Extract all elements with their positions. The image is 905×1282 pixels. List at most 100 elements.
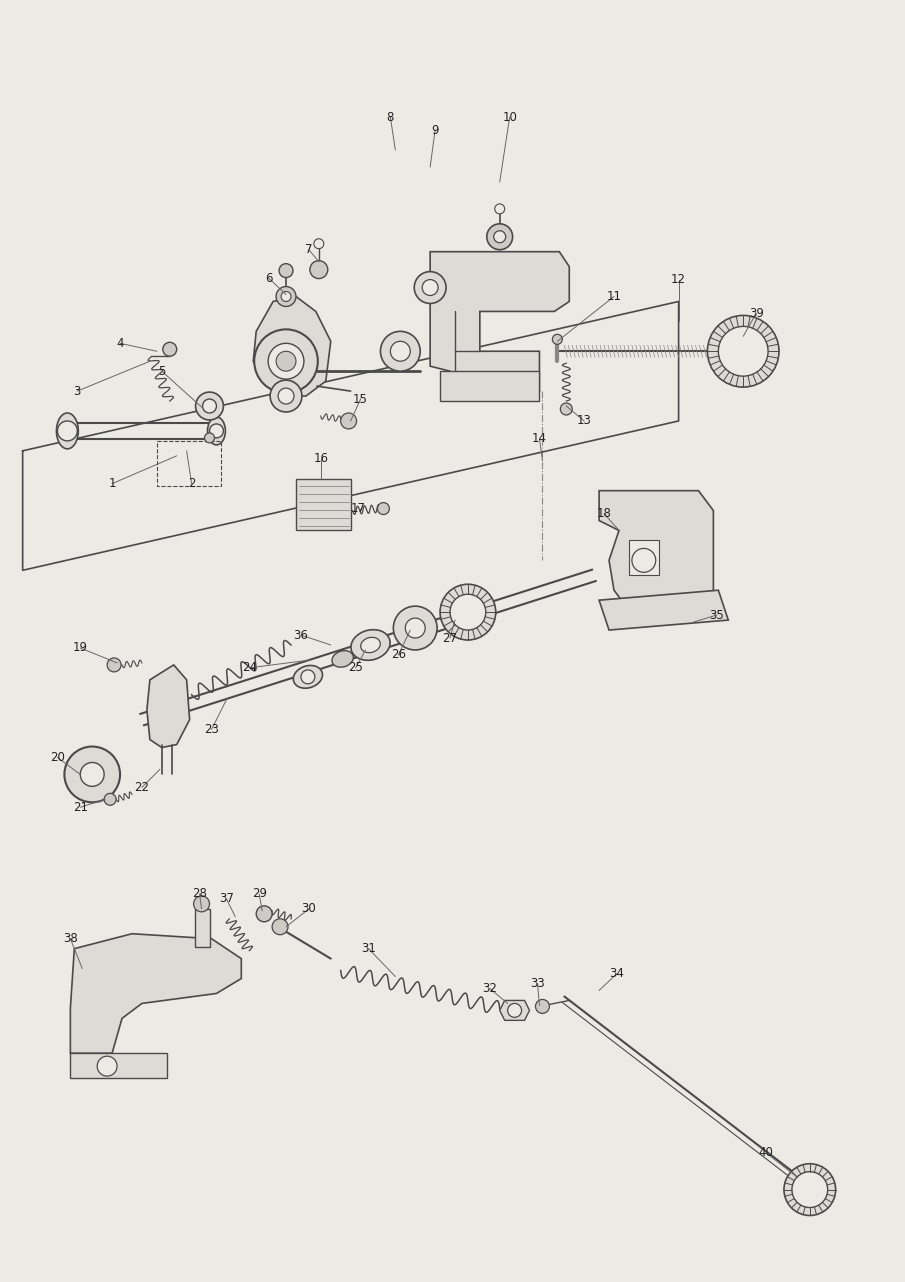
Circle shape xyxy=(394,606,437,650)
Circle shape xyxy=(450,594,486,629)
Text: 9: 9 xyxy=(432,124,439,137)
Ellipse shape xyxy=(361,637,380,653)
Circle shape xyxy=(377,503,389,514)
Text: 13: 13 xyxy=(576,414,592,427)
Polygon shape xyxy=(71,1054,167,1078)
Ellipse shape xyxy=(351,629,390,660)
Polygon shape xyxy=(430,251,569,391)
Text: 5: 5 xyxy=(158,364,166,378)
Circle shape xyxy=(64,746,120,803)
Circle shape xyxy=(792,1172,828,1208)
Polygon shape xyxy=(71,933,242,1054)
Polygon shape xyxy=(253,296,330,396)
Circle shape xyxy=(270,381,302,412)
Circle shape xyxy=(209,424,224,438)
Circle shape xyxy=(508,1004,521,1018)
Text: 16: 16 xyxy=(313,453,329,465)
Text: 21: 21 xyxy=(72,801,88,814)
Circle shape xyxy=(423,279,438,296)
Circle shape xyxy=(632,549,656,572)
Circle shape xyxy=(560,403,572,415)
Text: 34: 34 xyxy=(610,967,624,979)
Text: 28: 28 xyxy=(192,887,207,900)
Circle shape xyxy=(340,413,357,429)
Circle shape xyxy=(414,272,446,304)
Text: 30: 30 xyxy=(301,903,316,915)
Text: 27: 27 xyxy=(443,632,458,645)
Text: 36: 36 xyxy=(293,628,309,641)
Text: 19: 19 xyxy=(72,641,88,655)
Text: 40: 40 xyxy=(758,1146,774,1159)
Circle shape xyxy=(205,433,214,442)
Polygon shape xyxy=(629,541,659,576)
Circle shape xyxy=(380,331,420,372)
Text: 12: 12 xyxy=(672,273,686,286)
Circle shape xyxy=(281,291,291,301)
Circle shape xyxy=(440,585,496,640)
Text: 25: 25 xyxy=(348,662,363,674)
Text: 37: 37 xyxy=(219,892,233,905)
Text: 14: 14 xyxy=(532,432,547,445)
Text: 7: 7 xyxy=(305,244,312,256)
Circle shape xyxy=(256,906,272,922)
Circle shape xyxy=(104,794,116,805)
Text: 31: 31 xyxy=(361,942,376,955)
Circle shape xyxy=(487,224,512,250)
Text: 2: 2 xyxy=(188,477,195,490)
Text: 35: 35 xyxy=(709,609,724,622)
Circle shape xyxy=(107,658,121,672)
Text: 15: 15 xyxy=(353,392,368,405)
Text: 29: 29 xyxy=(252,887,267,900)
Ellipse shape xyxy=(293,665,322,688)
Text: 38: 38 xyxy=(63,932,78,945)
Text: 17: 17 xyxy=(351,503,367,515)
Ellipse shape xyxy=(332,651,353,667)
Polygon shape xyxy=(147,665,190,747)
Circle shape xyxy=(279,264,293,278)
Text: 22: 22 xyxy=(135,781,149,794)
Circle shape xyxy=(272,919,288,935)
Circle shape xyxy=(254,329,318,394)
Circle shape xyxy=(276,287,296,306)
Circle shape xyxy=(97,1056,117,1076)
Circle shape xyxy=(81,763,104,786)
Text: 10: 10 xyxy=(502,110,517,124)
Circle shape xyxy=(203,399,216,413)
Text: 3: 3 xyxy=(73,385,81,397)
Circle shape xyxy=(310,260,328,278)
Text: 26: 26 xyxy=(391,649,405,662)
Circle shape xyxy=(57,420,77,441)
Text: 8: 8 xyxy=(386,110,394,124)
Text: 11: 11 xyxy=(606,290,622,303)
Text: 18: 18 xyxy=(596,508,612,520)
Polygon shape xyxy=(440,372,539,401)
Ellipse shape xyxy=(56,413,79,449)
Polygon shape xyxy=(195,909,209,946)
Text: 4: 4 xyxy=(117,337,124,350)
Circle shape xyxy=(784,1164,835,1215)
Circle shape xyxy=(405,618,425,638)
Text: 33: 33 xyxy=(530,977,545,990)
Circle shape xyxy=(536,1000,549,1013)
Polygon shape xyxy=(599,491,713,610)
Text: 23: 23 xyxy=(204,723,219,736)
Text: 6: 6 xyxy=(265,272,273,285)
Circle shape xyxy=(390,341,410,362)
Circle shape xyxy=(301,670,315,683)
Text: 24: 24 xyxy=(242,662,257,674)
Circle shape xyxy=(719,327,768,376)
Circle shape xyxy=(194,896,209,912)
Polygon shape xyxy=(296,478,350,531)
Circle shape xyxy=(495,204,505,214)
Circle shape xyxy=(278,388,294,404)
Circle shape xyxy=(163,342,176,356)
Circle shape xyxy=(268,344,304,379)
Polygon shape xyxy=(500,1000,529,1020)
Text: 32: 32 xyxy=(482,982,497,995)
Polygon shape xyxy=(599,590,729,629)
Circle shape xyxy=(314,238,324,249)
Ellipse shape xyxy=(207,417,225,445)
Text: 39: 39 xyxy=(748,306,764,320)
Circle shape xyxy=(708,315,779,387)
Text: 1: 1 xyxy=(109,477,116,490)
